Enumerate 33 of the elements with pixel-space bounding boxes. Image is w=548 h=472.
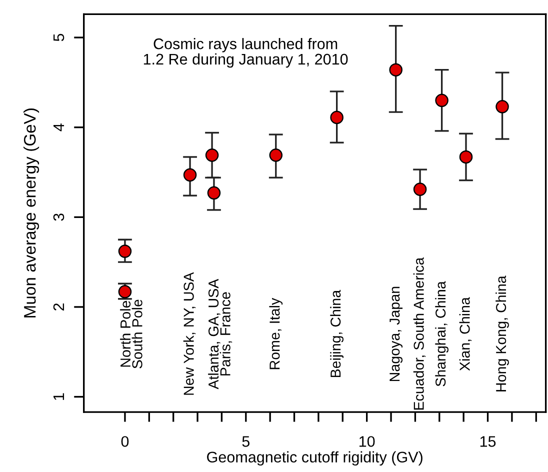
point [183,168,197,182]
annotation: New York, NY, USA [183,272,196,395]
y-tick-label: 2 [53,303,64,310]
annotation: Hong Kong, China [496,276,509,392]
point [269,148,283,162]
point [205,148,219,162]
annotation: Cosmic rays launched from 1.2 Re during January 1, 2010 [144,38,348,68]
annotation: Shanghai, China [435,281,448,386]
y-tick-label: 4 [53,124,64,132]
y-axis-title: Muon average energy (GeV) [24,108,40,318]
point [207,186,221,200]
point [330,110,344,124]
point [496,100,509,114]
x-axis-title: Geomagnetic cutoff rigidity (GV) [207,451,422,466]
annotation: Nagoya, Japan [390,286,403,382]
x-tick-label: 5 [242,436,250,447]
annotation: Atlanta, GA, USA Paris, France [208,278,232,390]
point [413,182,427,196]
point [389,63,402,76]
y-tick-label: 5 [53,34,64,42]
x-tick-label: 10 [359,436,375,447]
annotation: Rome, Italy [269,298,283,370]
point [459,150,473,164]
annotation: Ecuador, South America [413,257,426,410]
annotation: Xian, China [459,297,472,371]
point [435,94,448,108]
y-tick-label: 1 [53,393,64,400]
x-tick-label: 0 [121,436,129,447]
x-tick-label: 15 [480,436,496,447]
point [118,244,132,258]
y-tick-label: 3 [53,214,64,221]
annotation: North Pole South Pole [120,300,142,368]
annotation: Beijing, China [330,290,344,378]
